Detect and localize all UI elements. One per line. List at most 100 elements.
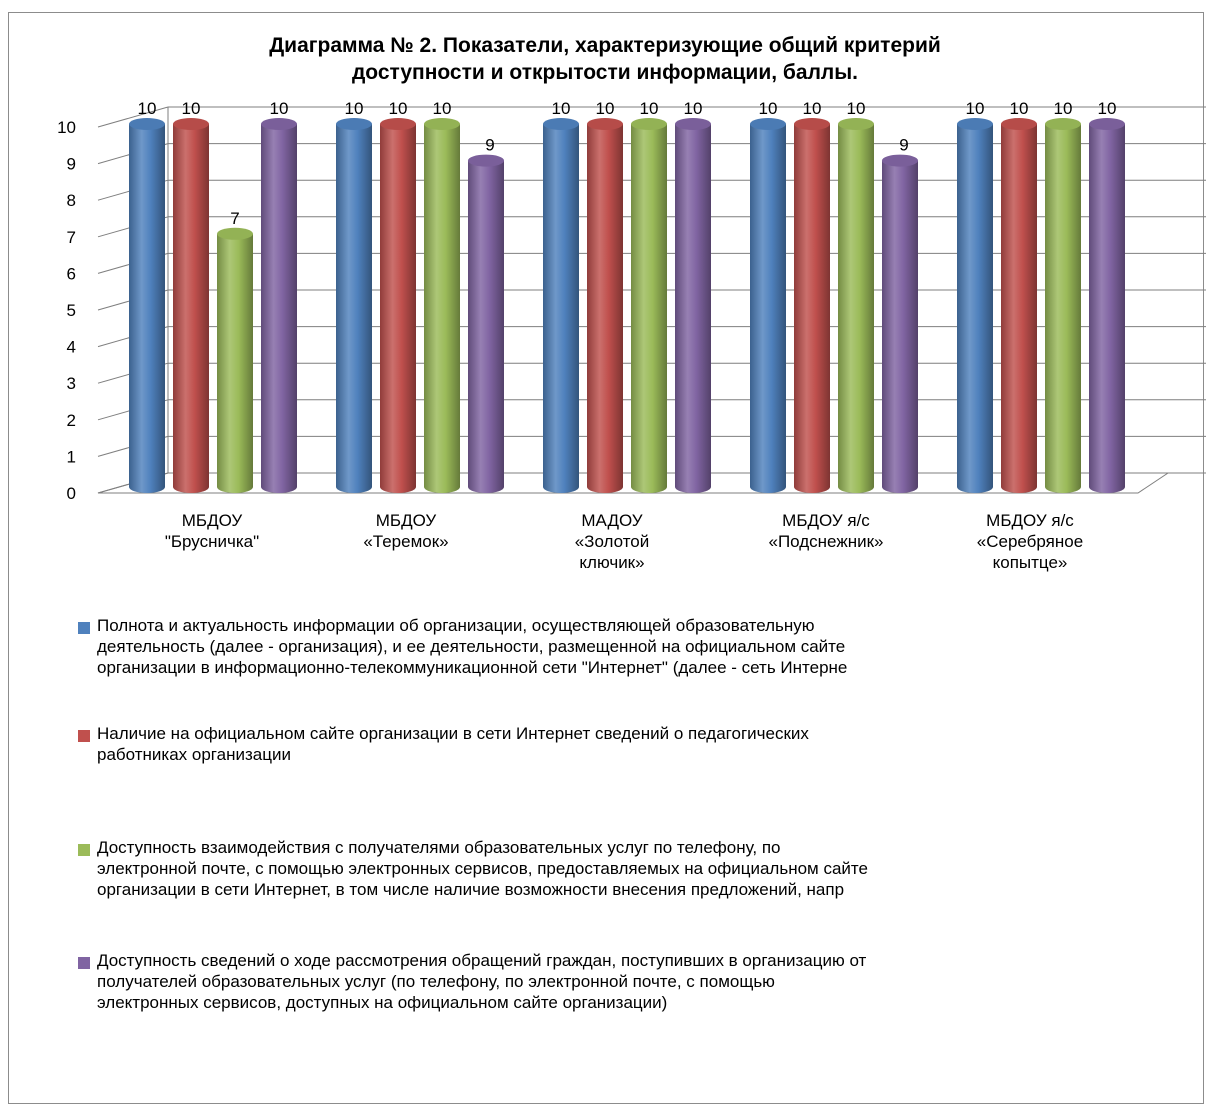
x-category-label: МБДОУ «Теремок» bbox=[363, 511, 448, 551]
bar-top bbox=[1001, 118, 1037, 130]
bar-top bbox=[1089, 118, 1125, 130]
y-tick-label: 4 bbox=[67, 338, 76, 357]
bar-top bbox=[543, 118, 579, 130]
x-category-label-line: МБДОУ bbox=[376, 511, 437, 530]
bar-body bbox=[750, 124, 786, 493]
bar-body bbox=[838, 124, 874, 493]
legend-item: Доступность взаимодействия с получателям… bbox=[78, 837, 1178, 900]
x-category-label-line: МАДОУ bbox=[581, 511, 642, 530]
x-category-label: МБДОУ я/с «Серебряное копытце» bbox=[977, 511, 1083, 572]
bar-top bbox=[882, 154, 918, 167]
bar-body bbox=[336, 124, 372, 493]
legend-label: Полнота и актуальность информации об орг… bbox=[97, 616, 848, 677]
legend-swatch bbox=[78, 730, 90, 742]
data-label: 10 bbox=[138, 99, 157, 118]
legend-label: Наличие на официальном сайте организации… bbox=[97, 724, 809, 764]
data-label: 10 bbox=[759, 99, 778, 118]
legend-label: Доступность взаимодействия с получателям… bbox=[97, 838, 868, 899]
bar-top bbox=[468, 154, 504, 167]
bar-body bbox=[129, 124, 165, 493]
bar-top bbox=[380, 118, 416, 130]
bar-body bbox=[957, 124, 993, 493]
x-category-label-line: МБДОУ я/с bbox=[782, 511, 870, 530]
data-label: 10 bbox=[966, 99, 985, 118]
bar-body bbox=[882, 160, 918, 493]
data-label: 10 bbox=[345, 99, 364, 118]
bar-body bbox=[675, 124, 711, 493]
data-label: 10 bbox=[1054, 99, 1073, 118]
data-label: 10 bbox=[1010, 99, 1029, 118]
bar-body bbox=[173, 124, 209, 493]
bar bbox=[380, 118, 416, 493]
x-category-label-line: «Подснежник» bbox=[769, 532, 884, 551]
bar bbox=[261, 118, 297, 493]
data-label: 7 bbox=[230, 209, 239, 228]
bar-top bbox=[794, 118, 830, 130]
bar-top bbox=[838, 118, 874, 130]
data-label: 10 bbox=[270, 99, 289, 118]
bar-top bbox=[336, 118, 372, 130]
bar bbox=[543, 118, 579, 493]
bar-body bbox=[1045, 124, 1081, 493]
bar-top bbox=[217, 227, 253, 240]
bar bbox=[1089, 118, 1125, 493]
legend-item: Доступность сведений о ходе рассмотрения… bbox=[78, 950, 1178, 1013]
data-label: 10 bbox=[1098, 99, 1117, 118]
legend-swatch bbox=[78, 957, 90, 969]
legend-item: Наличие на официальном сайте организации… bbox=[78, 723, 1178, 765]
bar bbox=[217, 227, 253, 494]
data-label: 10 bbox=[389, 99, 408, 118]
x-category-label-line: копытце» bbox=[993, 553, 1068, 572]
bar-body bbox=[543, 124, 579, 493]
x-category-label-line: "Брусничка" bbox=[165, 532, 259, 551]
x-category-label-line: «Серебряное bbox=[977, 532, 1083, 551]
y-tick-label: 7 bbox=[67, 228, 76, 247]
x-category-label-line: «Золотой bbox=[575, 532, 650, 551]
bar bbox=[794, 118, 830, 493]
data-label: 9 bbox=[485, 136, 494, 155]
bar-body bbox=[424, 124, 460, 493]
bar-body bbox=[631, 124, 667, 493]
bar bbox=[424, 118, 460, 493]
bar bbox=[957, 118, 993, 493]
bar-top bbox=[1045, 118, 1081, 130]
y-tick-label: 5 bbox=[67, 301, 76, 320]
bar bbox=[173, 118, 209, 493]
bar-body bbox=[217, 233, 253, 494]
data-label: 10 bbox=[847, 99, 866, 118]
bar bbox=[587, 118, 623, 493]
x-category-label-line: МБДОУ я/с bbox=[986, 511, 1074, 530]
data-label: 9 bbox=[899, 136, 908, 155]
data-label: 10 bbox=[433, 99, 452, 118]
bar-top bbox=[631, 118, 667, 130]
bar-body bbox=[1001, 124, 1037, 493]
data-label: 10 bbox=[803, 99, 822, 118]
bar-top bbox=[261, 118, 297, 130]
y-tick-label: 0 bbox=[67, 484, 76, 503]
bar-top bbox=[587, 118, 623, 130]
data-label: 10 bbox=[552, 99, 571, 118]
bar bbox=[882, 154, 918, 493]
bar bbox=[1001, 118, 1037, 493]
legend-item: Полнота и актуальность информации об орг… bbox=[78, 615, 1178, 678]
bar-body bbox=[261, 124, 297, 493]
y-tick-label: 1 bbox=[67, 447, 76, 466]
x-category-label-line: ключик» bbox=[579, 553, 644, 572]
bar bbox=[750, 118, 786, 493]
bar-top bbox=[957, 118, 993, 130]
data-label: 10 bbox=[596, 99, 615, 118]
bar bbox=[675, 118, 711, 493]
x-category-label-line: «Теремок» bbox=[363, 532, 448, 551]
bar bbox=[336, 118, 372, 493]
x-category-label: МБДОУ я/с «Подснежник» bbox=[769, 511, 884, 551]
legend-label: Доступность сведений о ходе рассмотрения… bbox=[97, 951, 867, 1012]
bar-body bbox=[380, 124, 416, 493]
bar-top bbox=[173, 118, 209, 130]
bar bbox=[468, 154, 504, 493]
x-category-label: МАДОУ «Золотой ключик» bbox=[575, 511, 650, 572]
legend-swatch bbox=[78, 844, 90, 856]
bar-top bbox=[675, 118, 711, 130]
bar bbox=[631, 118, 667, 493]
bar-body bbox=[468, 160, 504, 493]
